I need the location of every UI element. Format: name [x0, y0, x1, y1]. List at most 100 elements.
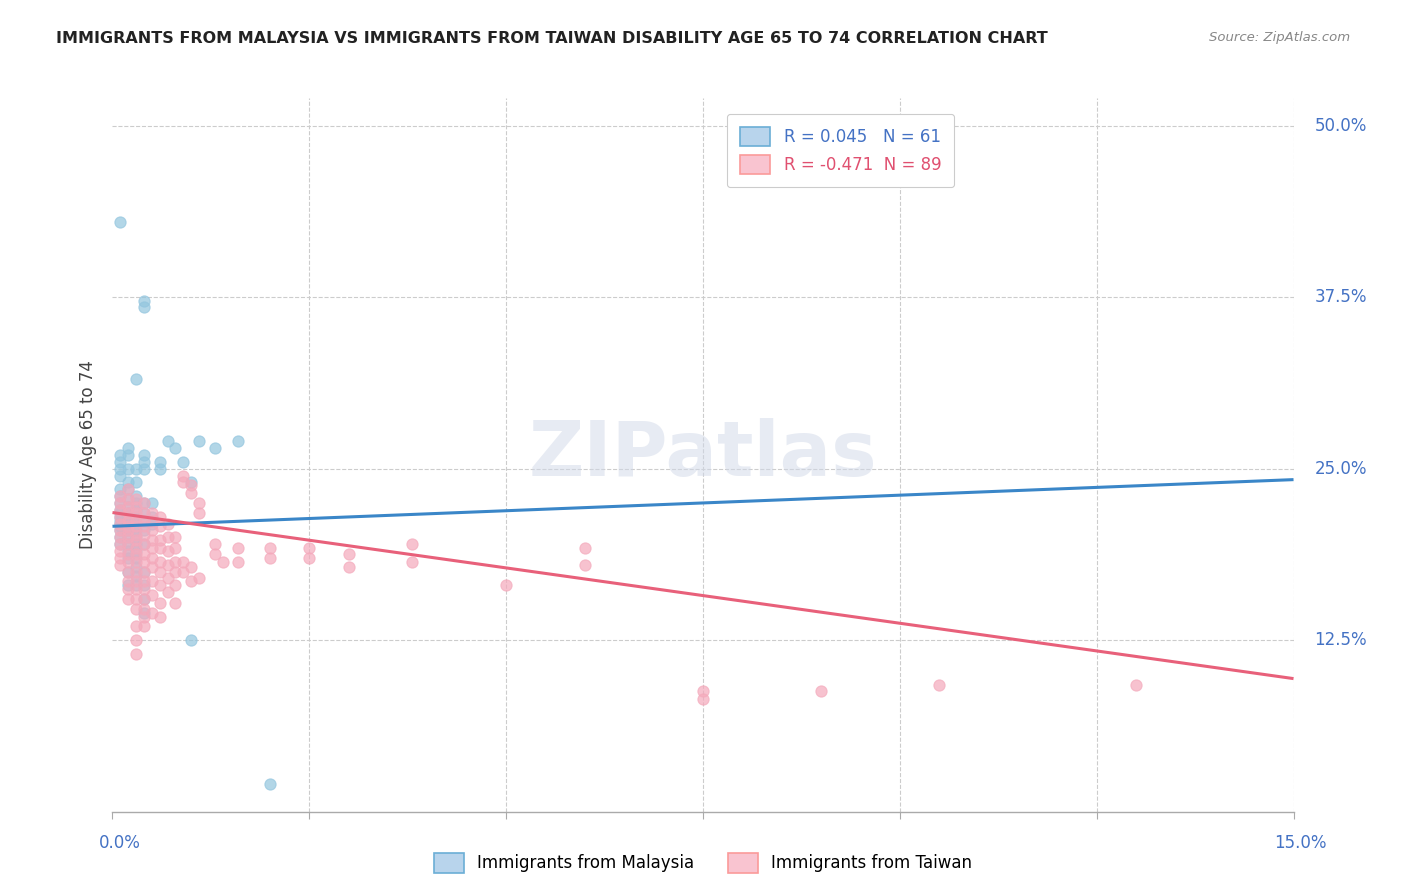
Point [125, 533, 148, 547]
Point [125, 633, 148, 648]
Point [125, 489, 148, 503]
Point [117, 475, 139, 490]
Point [298, 550, 321, 565]
Point [156, 558, 179, 572]
Point [692, 684, 714, 698]
Point [125, 560, 148, 574]
Point [125, 500, 148, 514]
Point [188, 496, 211, 510]
Point [180, 478, 202, 492]
Point [141, 560, 163, 574]
Point [110, 214, 132, 228]
Point [132, 496, 155, 510]
Point [117, 547, 139, 561]
Point [156, 544, 179, 558]
Point [110, 558, 132, 572]
Point [117, 519, 139, 533]
Point [110, 514, 132, 528]
Point [110, 489, 132, 503]
Point [156, 530, 179, 544]
Point [149, 461, 172, 475]
Point [172, 555, 194, 569]
Point [132, 578, 155, 592]
Point [149, 555, 172, 569]
Point [1125, 678, 1147, 692]
Point [132, 455, 155, 469]
Legend: Immigrants from Malaysia, Immigrants from Taiwan: Immigrants from Malaysia, Immigrants fro… [427, 847, 979, 880]
Point [132, 592, 155, 607]
Point [110, 482, 132, 496]
Point [132, 506, 155, 520]
Point [172, 455, 194, 469]
Point [132, 574, 155, 589]
Point [117, 555, 139, 569]
Point [228, 541, 250, 556]
Point [110, 509, 132, 524]
Point [125, 547, 148, 561]
Text: 12.5%: 12.5% [1315, 632, 1367, 649]
Point [141, 496, 163, 510]
Point [125, 506, 148, 520]
Point [125, 514, 148, 528]
Point [117, 448, 139, 462]
Point [401, 555, 423, 569]
Point [125, 503, 148, 517]
Point [132, 461, 155, 475]
Point [401, 537, 423, 551]
Legend: R = 0.045   N = 61, R = -0.471  N = 89: R = 0.045 N = 61, R = -0.471 N = 89 [727, 113, 955, 187]
Point [165, 565, 187, 579]
Point [117, 491, 139, 506]
Point [110, 503, 132, 517]
Point [110, 524, 132, 538]
Point [132, 496, 155, 510]
Point [141, 516, 163, 531]
Point [132, 537, 155, 551]
Point [574, 541, 596, 556]
Point [132, 537, 155, 551]
Point [156, 434, 179, 449]
Point [337, 547, 360, 561]
Text: Source: ZipAtlas.com: Source: ZipAtlas.com [1209, 31, 1350, 45]
Point [110, 468, 132, 483]
Point [117, 524, 139, 538]
Point [110, 448, 132, 462]
Point [125, 565, 148, 579]
Point [110, 496, 132, 510]
Text: 15.0%: 15.0% [1274, 834, 1327, 852]
Point [180, 633, 202, 648]
Point [110, 509, 132, 524]
Text: 37.5%: 37.5% [1315, 288, 1367, 306]
Point [172, 475, 194, 490]
Point [156, 585, 179, 599]
Point [337, 560, 360, 574]
Point [117, 574, 139, 589]
Point [188, 434, 211, 449]
Point [172, 565, 194, 579]
Point [117, 592, 139, 607]
Point [117, 461, 139, 475]
Point [692, 692, 714, 706]
Point [141, 588, 163, 602]
Point [125, 509, 148, 524]
Point [132, 527, 155, 541]
Point [125, 555, 148, 569]
Point [204, 547, 226, 561]
Point [110, 461, 132, 475]
Point [141, 524, 163, 538]
Point [165, 441, 187, 455]
Point [132, 506, 155, 520]
Point [110, 530, 132, 544]
Point [149, 565, 172, 579]
Point [149, 533, 172, 547]
Point [125, 544, 148, 558]
Point [125, 601, 148, 615]
Point [110, 537, 132, 551]
Point [149, 455, 172, 469]
Point [110, 506, 132, 520]
Point [180, 560, 202, 574]
Point [259, 541, 281, 556]
Point [141, 533, 163, 547]
Point [132, 619, 155, 633]
Point [180, 574, 202, 589]
Point [125, 592, 148, 607]
